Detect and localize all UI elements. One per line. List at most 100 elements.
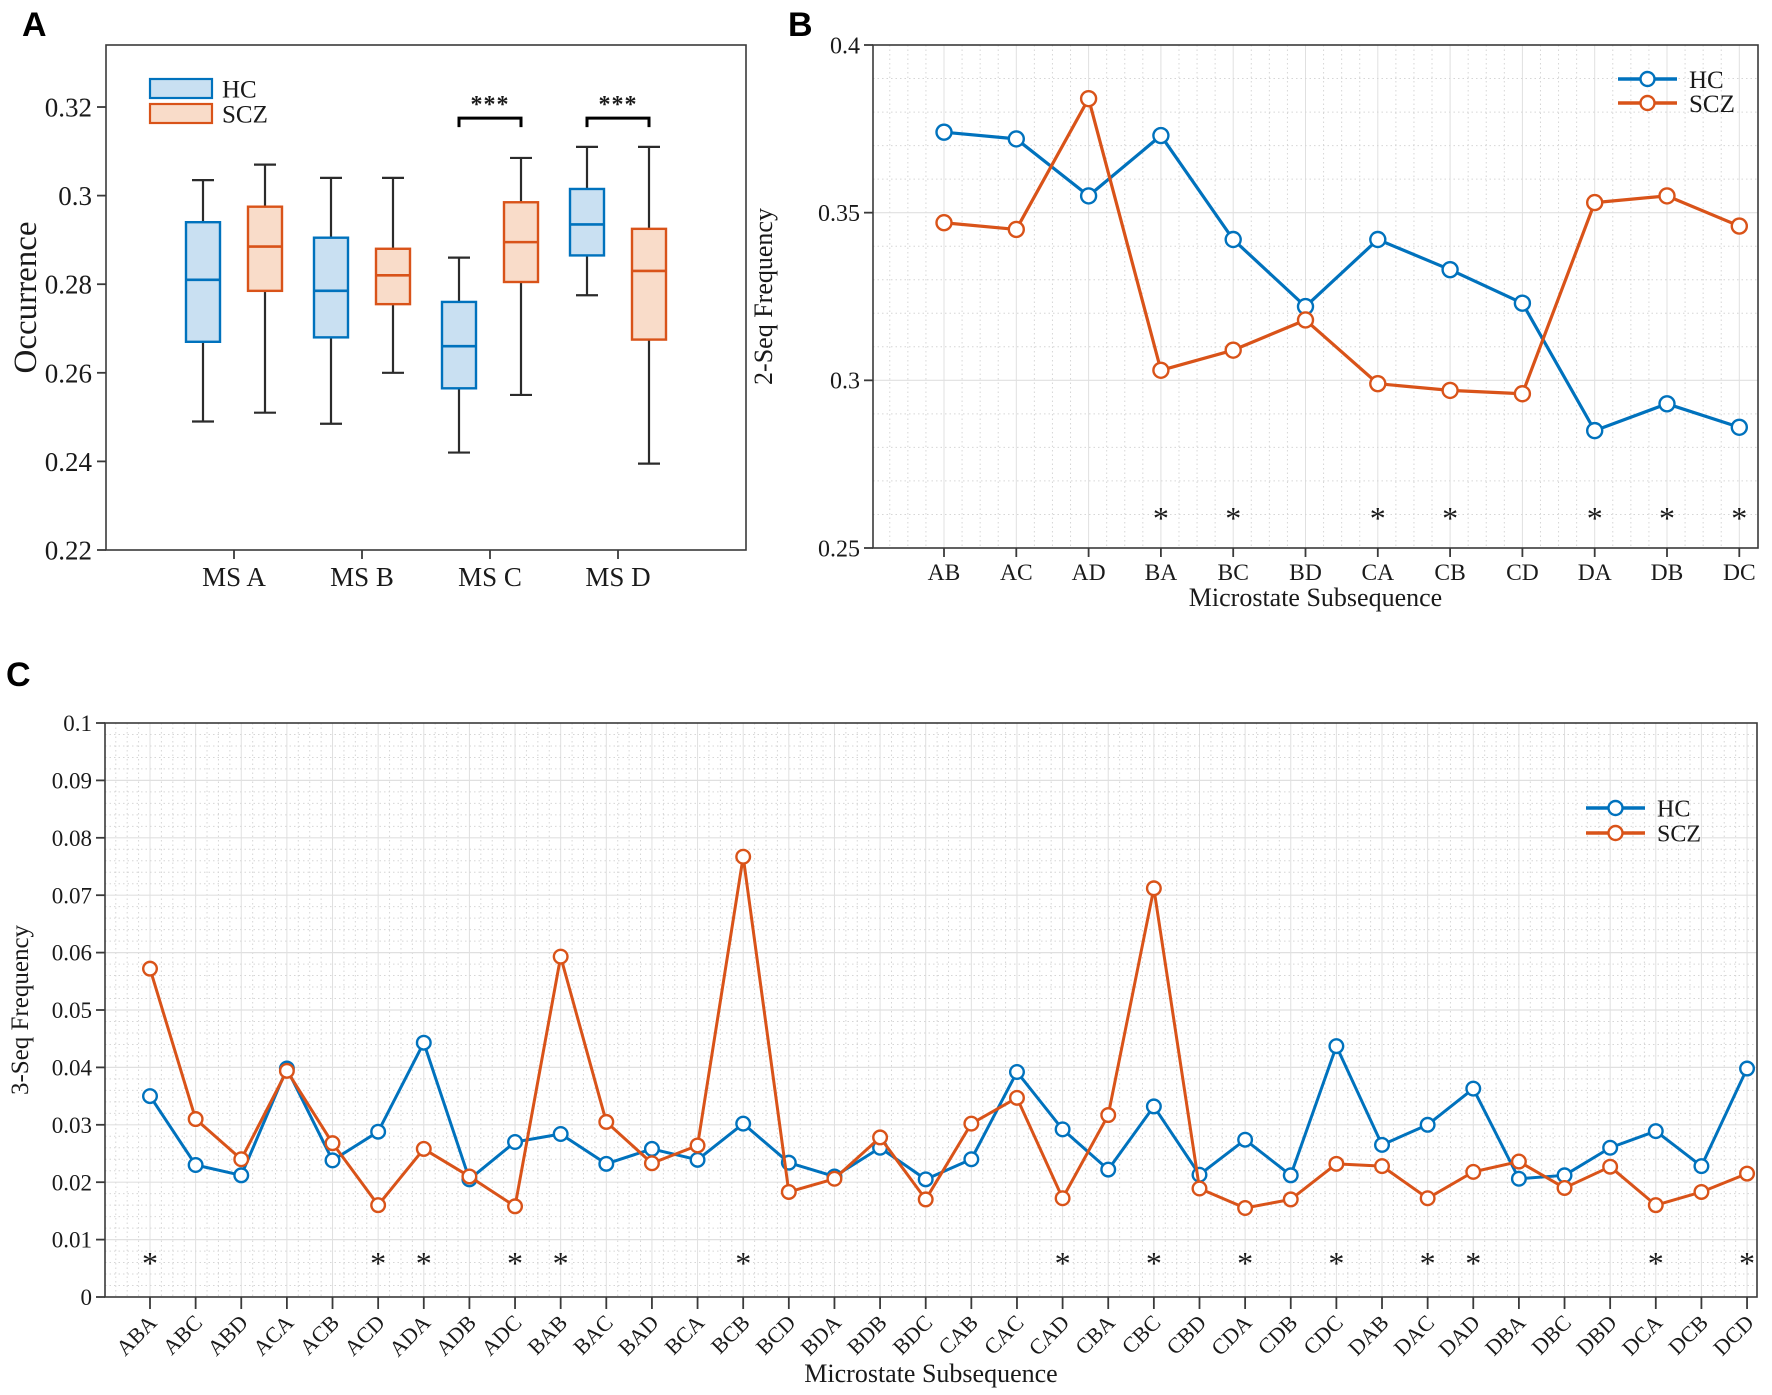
svg-text:*: * [1225,500,1241,536]
panel-a-label: A [22,6,47,44]
svg-text:0.32: 0.32 [45,92,92,122]
svg-text:CB: CB [1434,560,1465,586]
svg-text:0.01: 0.01 [52,1228,92,1253]
svg-text:DAB: DAB [1343,1310,1394,1361]
svg-text:0.02: 0.02 [52,1170,92,1195]
svg-text:*: * [1328,1245,1344,1281]
svg-text:DA: DA [1578,560,1612,586]
svg-text:DBA: DBA [1480,1310,1531,1361]
svg-text:BC: BC [1218,560,1249,586]
svg-text:DC: DC [1723,560,1756,586]
svg-text:AD: AD [1072,560,1106,586]
svg-text:CAC: CAC [979,1310,1029,1360]
svg-text:*: * [1659,500,1675,536]
svg-text:SCZ: SCZ [1657,821,1701,847]
svg-text:*: * [1731,500,1747,536]
panel-c-label: C [6,656,31,694]
svg-text:HC: HC [222,76,257,103]
svg-text:MS C: MS C [458,562,522,592]
svg-text:BD: BD [1289,560,1322,586]
svg-text:0.1: 0.1 [63,711,92,736]
svg-text:0.03: 0.03 [52,1113,92,1138]
svg-text:0.4: 0.4 [830,33,860,59]
panel-b-label: B [788,6,813,44]
svg-text:HC: HC [1689,67,1724,94]
panel-a-significance: *** *** [457,92,651,128]
svg-text:ADB: ADB [430,1310,481,1361]
svg-text:ABA: ABA [111,1310,162,1361]
panel-b-asterisks: * * * * * * * [1153,500,1747,536]
svg-text:*: * [370,1245,386,1281]
svg-text:DAC: DAC [1389,1310,1440,1361]
panel-a-series-scz [246,145,668,465]
svg-text:BCD: BCD [751,1310,801,1360]
svg-text:0.08: 0.08 [52,826,92,851]
svg-text:*: * [1739,1245,1755,1281]
svg-text:0.28: 0.28 [45,270,92,300]
panel-a-axes: 0.22 0.24 0.26 0.28 0.3 0.32 MS A MS B MS C MS D O… [8,44,747,592]
svg-text:AC: AC [1000,560,1033,586]
svg-text:DBC: DBC [1526,1310,1576,1360]
svg-text:CBA: CBA [1070,1310,1120,1360]
svg-text:0.25: 0.25 [818,536,860,562]
panel-b-line-chart: 0.25 0.3 0.35 0.4 AB AC AD BA BC BD CA CB CD DA DB DC Mi… [750,33,1759,612]
svg-text:3-Seq Frequency: 3-Seq Frequency [7,924,34,1095]
svg-text:MS B: MS B [330,562,394,592]
svg-text:2-Seq Frequency: 2-Seq Frequency [750,208,778,385]
svg-text:*: * [1146,1245,1162,1281]
svg-text:*: * [735,1245,751,1281]
svg-text:BDC: BDC [888,1310,938,1360]
panel-b-series-scz [935,89,1748,403]
svg-text:*: * [1153,500,1169,536]
svg-text:*: * [1442,500,1458,536]
svg-text:*: * [1420,1245,1436,1281]
svg-text:0.05: 0.05 [52,998,92,1023]
svg-text:DAD: DAD [1433,1310,1484,1361]
svg-text:CA: CA [1361,560,1394,586]
svg-text:BA: BA [1145,560,1178,586]
svg-text:0.07: 0.07 [52,883,92,908]
svg-text:SCZ: SCZ [1689,91,1735,118]
svg-text:Microstate Subsequence: Microstate Subsequence [1189,583,1442,612]
svg-text:0.09: 0.09 [52,768,92,793]
svg-text:BCB: BCB [706,1310,755,1359]
svg-text:ABD: ABD [202,1310,253,1361]
svg-text:MS A: MS A [202,562,266,592]
svg-text:***: *** [471,92,510,118]
panel-a-series-hc [184,145,606,454]
svg-text:BDA: BDA [795,1310,846,1361]
svg-text:0.3: 0.3 [58,181,92,211]
svg-text:CD: CD [1506,560,1539,586]
svg-text:DB: DB [1651,560,1684,586]
svg-text:MS D: MS D [585,562,650,592]
panel-c-grid [105,723,1757,1297]
svg-text:*: * [142,1245,158,1281]
svg-text:DCA: DCA [1617,1310,1668,1361]
svg-text:HC: HC [1657,796,1690,822]
panel-b-series-hc [935,123,1748,440]
svg-text:BCA: BCA [659,1310,709,1360]
svg-text:CBD: CBD [1161,1310,1211,1360]
svg-text:0.35: 0.35 [818,201,860,227]
svg-text:*: * [416,1245,432,1281]
svg-text:0: 0 [81,1285,93,1310]
svg-text:CBC: CBC [1117,1310,1166,1359]
svg-text:*: * [1370,500,1386,536]
svg-text:*: * [1055,1245,1071,1281]
svg-text:BAB: BAB [523,1310,573,1360]
svg-text:BDB: BDB [842,1310,892,1360]
svg-text:ACD: ACD [339,1310,390,1361]
svg-text:BAC: BAC [568,1310,618,1360]
svg-text:*: * [1465,1245,1481,1281]
svg-text:ADC: ADC [476,1310,527,1361]
panel-c-series-scz [141,848,1756,1217]
svg-text:DBD: DBD [1571,1310,1622,1361]
svg-text:Microstate Subsequence: Microstate Subsequence [804,1359,1057,1388]
svg-text:ACB: ACB [294,1310,344,1360]
svg-text:ADA: ADA [384,1310,435,1361]
panel-c-series-hc [141,1034,1756,1188]
svg-text:CDA: CDA [1206,1310,1257,1361]
